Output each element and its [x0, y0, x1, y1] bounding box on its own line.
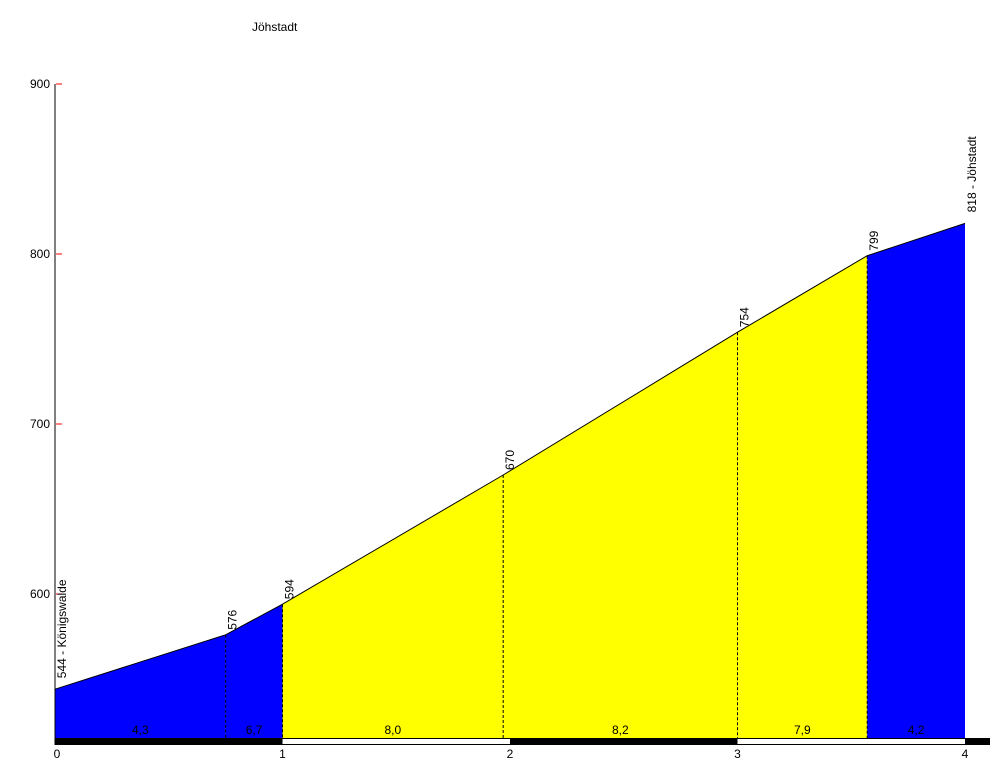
- gradient-label: 8,0: [384, 723, 401, 737]
- gradient-label: 4,3: [132, 723, 149, 737]
- km-bar-base: [55, 738, 990, 745]
- elevation-label: 594: [283, 579, 297, 599]
- y-tick-label: 700: [30, 417, 50, 431]
- elevation-label: 576: [226, 609, 240, 629]
- elevation-label: 670: [503, 450, 517, 470]
- x-tick-label: 1: [279, 747, 286, 761]
- gradient-label: 4,2: [908, 723, 925, 737]
- chart-title: Jöhstadt: [252, 20, 298, 34]
- y-tick-label: 900: [30, 77, 50, 91]
- elevation-label: 818 - Jöhstadt: [965, 136, 979, 213]
- elevation-label: 544 - Königswalde: [55, 579, 69, 678]
- segment-area: [282, 475, 504, 738]
- x-tick-label: 2: [507, 747, 514, 761]
- km-bar-segment: [282, 739, 510, 744]
- segment-area: [503, 332, 738, 738]
- x-tick-label: 0: [54, 747, 61, 761]
- gradient-label: 7,9: [794, 723, 811, 737]
- segment-area: [55, 634, 226, 738]
- segment-area: [225, 604, 283, 738]
- x-tick-label: 3: [734, 747, 741, 761]
- segment-area: [737, 255, 868, 738]
- segment-area: [867, 223, 965, 738]
- gradient-label: 8,2: [612, 723, 629, 737]
- y-tick-label: 600: [30, 587, 50, 601]
- elevation-label: 799: [867, 230, 881, 250]
- profile-outline: [54, 222, 966, 690]
- elevation-label: 754: [738, 307, 752, 327]
- y-tick-label: 800: [30, 247, 50, 261]
- x-tick-label: 4: [962, 747, 969, 761]
- gradient-label: 6,7: [246, 723, 263, 737]
- km-bar-segment: [737, 739, 965, 744]
